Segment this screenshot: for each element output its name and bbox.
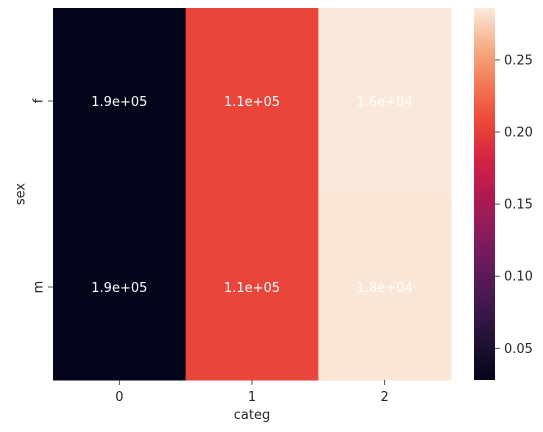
y-axis-ticks: fm xyxy=(32,98,54,293)
heatmap-annotation-f-2: 1.6e+04 xyxy=(357,95,413,110)
heatmap-annotation-m-2: 1.8e+04 xyxy=(357,281,413,296)
heatmap-annotation-f-1: 1.1e+05 xyxy=(224,95,280,110)
colorbar: 0.05 0.10 0.15 0.20 0.25 xyxy=(474,8,533,380)
x-tick-label-2: 2 xyxy=(381,390,389,405)
colorbar-tick-label-1: 0.10 xyxy=(504,270,533,285)
colorbar-tick-label-3: 0.20 xyxy=(504,126,533,141)
y-tick-label-m: m xyxy=(32,281,47,294)
heatmap-annotation-m-1: 1.1e+05 xyxy=(224,281,280,296)
colorbar-tick-label-0: 0.05 xyxy=(504,342,533,357)
x-tick-label-1: 1 xyxy=(248,390,256,405)
heatmap-cells xyxy=(53,8,452,381)
y-axis-label: sex xyxy=(14,183,29,206)
x-axis-ticks: 0 1 2 xyxy=(115,380,389,405)
x-tick-label-0: 0 xyxy=(115,390,123,405)
heatmap-annotation-f-0: 1.9e+05 xyxy=(91,95,147,110)
heatmap-annotation-m-0: 1.9e+05 xyxy=(91,281,147,296)
colorbar-gradient xyxy=(474,8,495,380)
colorbar-tick-label-4: 0.25 xyxy=(504,53,533,68)
colorbar-ticks: 0.05 0.10 0.15 0.20 0.25 xyxy=(495,53,533,356)
y-tick-label-f: f xyxy=(32,98,47,103)
x-axis-label: categ xyxy=(234,408,270,423)
colorbar-tick-label-2: 0.15 xyxy=(504,198,533,213)
